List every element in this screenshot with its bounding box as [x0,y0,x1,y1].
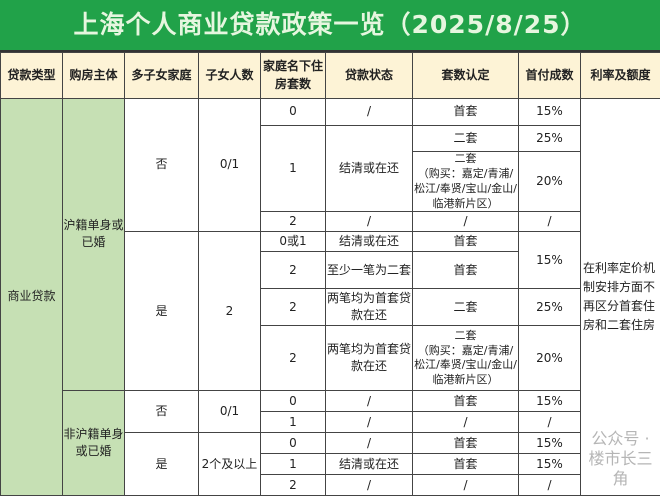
level-cell: / [413,475,519,496]
kids-cell: 2 [199,232,261,391]
header-status: 贷款状态 [326,53,413,99]
down-cell: / [519,412,581,433]
status-cell: 结清或在还 [326,126,413,212]
kids-cell: 2个及以上 [199,433,261,496]
down-cell: 15% [519,433,581,454]
multi-cell: 否 [125,99,199,232]
level-cell: 首套 [413,99,519,126]
level-cell: 二套（购买：嘉定/青浦/松江/奉贤/宝山/金山/临港新片区） [413,152,519,212]
buyer-nonlocal-cell: 非沪籍单身或已婚 [63,391,125,496]
level-cell: 二套（购买：嘉定/青浦/松江/奉贤/宝山/金山/临港新片区） [413,326,519,391]
down-cell: 15% [519,454,581,475]
homes-cell: 0或1 [261,232,326,252]
status-cell: 两笔均为首套贷款在还 [326,289,413,326]
status-cell: 至少一笔为二套 [326,252,413,289]
homes-cell: 2 [261,475,326,496]
header-homes: 家庭名下住房套数 [261,53,326,99]
rate-note: 在利率定价机制安排方面不再区分首套住房和二套住房 [583,259,658,336]
buyer-local-cell: 沪籍单身或已婚 [63,99,125,391]
watermark: 公众号 · 楼市长三角 [583,429,658,489]
homes-cell: 1 [261,454,326,475]
rate-note-cell: 在利率定价机制安排方面不再区分首套住房和二套住房 公众号 · 楼市长三角 [581,99,660,496]
status-cell: / [326,99,413,126]
multi-cell: 是 [125,433,199,496]
header-loan-type: 贷款类型 [1,53,63,99]
header-row: 贷款类型 购房主体 多子女家庭 子女人数 家庭名下住房套数 贷款状态 套数认定 … [1,53,660,99]
down-cell: 15% [519,391,581,412]
page-title: 上海个人商业贷款政策一览（2025/8/25） [0,0,660,52]
level-cell: / [413,212,519,232]
homes-cell: 2 [261,289,326,326]
homes-cell: 2 [261,252,326,289]
homes-cell: 2 [261,326,326,391]
homes-cell: 1 [261,412,326,433]
header-kids: 子女人数 [199,53,261,99]
status-cell: / [326,433,413,454]
homes-cell: 1 [261,126,326,212]
level-cell: 二套 [413,126,519,152]
homes-cell: 0 [261,391,326,412]
loan-type-cell: 商业贷款 [1,99,63,496]
kids-cell: 0/1 [199,391,261,433]
kids-cell: 0/1 [199,99,261,232]
status-cell: / [326,412,413,433]
status-cell: 结清或在还 [326,232,413,252]
down-cell: 20% [519,326,581,391]
policy-table: 贷款类型 购房主体 多子女家庭 子女人数 家庭名下住房套数 贷款状态 套数认定 … [0,52,660,496]
level-cell: 首套 [413,252,519,289]
down-cell: / [519,475,581,496]
header-down: 首付成数 [519,53,581,99]
header-multi-child: 多子女家庭 [125,53,199,99]
down-cell: 20% [519,152,581,212]
level-cell: / [413,412,519,433]
down-cell: 15% [519,232,581,289]
level-cell: 首套 [413,454,519,475]
header-rate: 利率及额度 [581,53,660,99]
header-buyer: 购房主体 [63,53,125,99]
level-text: 二套 [413,152,518,167]
level-text: 二套 [413,329,518,344]
status-cell: 结清或在还 [326,454,413,475]
multi-cell: 是 [125,232,199,391]
table-row: 商业贷款 沪籍单身或已婚 否 0/1 0 / 首套 15% 在利率定价机制安排方… [1,99,660,126]
table-row: 非沪籍单身或已婚 否 0/1 0 / 首套 15% [1,391,660,412]
status-cell: / [326,391,413,412]
homes-cell: 0 [261,99,326,126]
level-cell: 首套 [413,391,519,412]
down-cell: / [519,212,581,232]
status-cell: / [326,212,413,232]
level-note: （购买：嘉定/青浦/松江/奉贤/宝山/金山/临港新片区） [413,167,518,212]
header-level: 套数认定 [413,53,519,99]
status-cell: / [326,475,413,496]
status-cell: 两笔均为首套贷款在还 [326,326,413,391]
level-note: （购买：嘉定/青浦/松江/奉贤/宝山/金山/临港新片区） [413,344,518,389]
homes-cell: 2 [261,212,326,232]
multi-cell: 否 [125,391,199,433]
level-cell: 二套 [413,289,519,326]
homes-cell: 0 [261,433,326,454]
down-cell: 15% [519,99,581,126]
down-cell: 25% [519,289,581,326]
down-cell: 25% [519,126,581,152]
level-cell: 首套 [413,433,519,454]
level-cell: 首套 [413,232,519,252]
